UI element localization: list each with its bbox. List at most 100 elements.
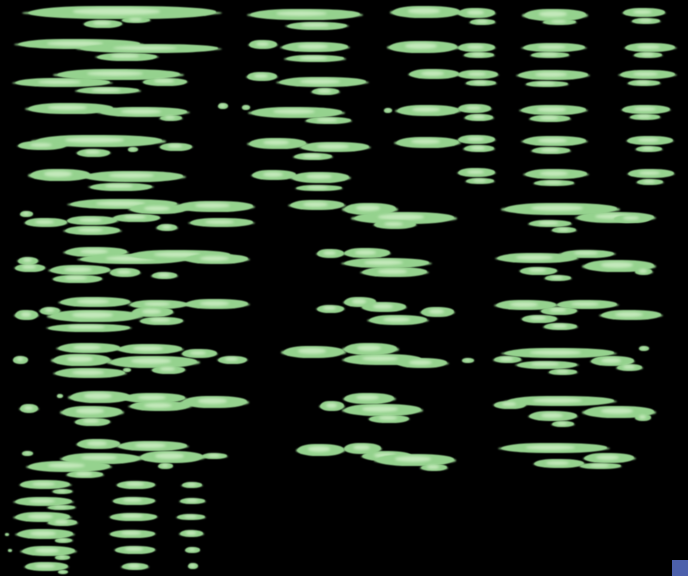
text-blob	[534, 180, 574, 186]
text-blob	[628, 80, 660, 86]
text-blob	[525, 169, 587, 179]
text-blob	[70, 391, 130, 403]
text-blob	[497, 253, 577, 263]
text-blob	[306, 117, 351, 124]
text-blob	[458, 104, 491, 113]
text-blob	[290, 200, 344, 210]
text-blob	[249, 138, 306, 149]
text-blob	[28, 6, 216, 19]
text-blob	[218, 356, 247, 364]
text-blob	[80, 44, 218, 53]
text-blob	[180, 530, 203, 537]
text-blob	[160, 115, 182, 121]
text-blob	[113, 214, 160, 222]
text-blob	[40, 307, 60, 315]
text-blob	[630, 114, 660, 120]
text-blob	[67, 471, 103, 478]
text-blob	[317, 249, 344, 258]
text-blob	[601, 310, 661, 320]
text-blob	[247, 72, 277, 81]
text-blob	[17, 529, 73, 539]
text-blob	[614, 215, 650, 223]
text-blob	[20, 211, 33, 217]
text-blob	[344, 404, 421, 416]
text-blob	[35, 135, 162, 147]
text-blob	[458, 135, 495, 144]
text-blob	[494, 401, 526, 409]
text-blob	[628, 169, 674, 178]
text-blob	[584, 453, 634, 463]
text-blob	[250, 9, 360, 20]
text-blob	[496, 300, 556, 310]
scrollbar-thumb[interactable]	[672, 560, 688, 576]
text-blob	[130, 401, 190, 411]
text-blob	[397, 105, 459, 116]
text-blob	[15, 264, 45, 272]
text-blob	[320, 401, 344, 411]
text-blob	[53, 489, 72, 494]
text-blob	[396, 137, 459, 148]
text-blob	[543, 19, 576, 25]
text-blob	[470, 19, 495, 25]
text-blob	[122, 17, 150, 23]
text-blob	[53, 275, 102, 283]
text-blob	[20, 480, 70, 489]
text-blob	[494, 356, 521, 363]
text-blob	[130, 250, 230, 260]
text-blob	[110, 530, 155, 538]
text-blob	[122, 563, 148, 570]
text-blob	[5, 533, 9, 536]
text-blob	[344, 393, 394, 404]
text-blob	[77, 87, 139, 94]
text-blob	[132, 307, 173, 317]
text-blob	[634, 52, 662, 58]
text-blob	[530, 115, 570, 122]
text-blob	[534, 459, 584, 468]
text-blob	[110, 268, 140, 277]
text-blob	[80, 254, 187, 264]
text-blob	[283, 346, 344, 358]
text-blob	[15, 497, 72, 506]
text-blob	[117, 481, 155, 489]
text-blob	[55, 555, 70, 560]
text-blob	[552, 227, 576, 233]
text-blob	[188, 563, 198, 569]
text-blob	[531, 52, 569, 58]
text-blob	[15, 310, 38, 320]
text-blob	[97, 53, 157, 61]
text-blob	[501, 443, 607, 453]
text-blob	[115, 546, 155, 554]
text-blob	[287, 22, 347, 30]
text-blob	[182, 482, 202, 488]
text-blob	[85, 171, 183, 182]
text-blob	[50, 310, 140, 322]
text-blob	[48, 505, 75, 510]
text-blob	[180, 498, 205, 504]
text-blob	[504, 203, 617, 215]
text-blob	[344, 354, 421, 365]
text-blob	[252, 170, 296, 180]
text-blob	[561, 250, 614, 258]
text-blob	[48, 324, 130, 332]
text-blob	[110, 356, 197, 368]
text-blob	[421, 307, 454, 317]
text-blob	[140, 451, 203, 463]
text-blob	[218, 103, 228, 109]
text-blob	[22, 546, 75, 556]
text-blob	[545, 275, 571, 281]
text-blob	[25, 562, 68, 571]
text-blob	[185, 547, 200, 553]
text-blob	[18, 257, 38, 265]
text-blob	[296, 185, 342, 191]
text-blob	[522, 315, 557, 323]
text-blob	[58, 570, 68, 574]
text-blob	[177, 201, 253, 212]
text-blob	[557, 300, 617, 309]
text-blob	[152, 366, 185, 374]
text-blob	[15, 512, 70, 522]
text-blob	[317, 305, 344, 313]
text-blob	[130, 204, 187, 214]
text-blob	[123, 368, 131, 372]
text-blob	[409, 69, 459, 79]
